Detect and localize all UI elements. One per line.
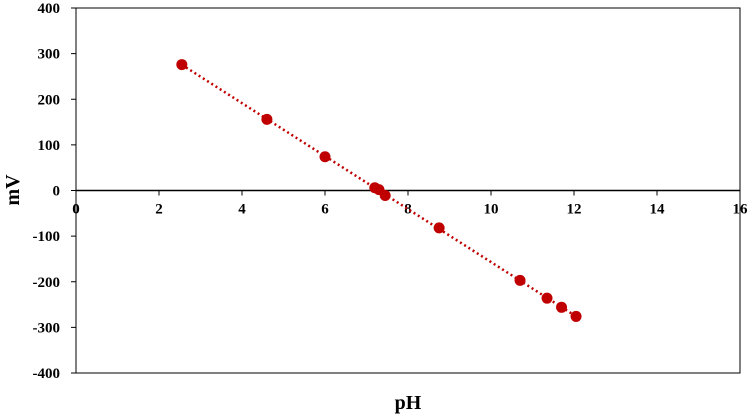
x-tick-label: 4 <box>238 202 246 218</box>
x-tick-label: 16 <box>733 202 749 218</box>
x-tick-label: 0 <box>72 202 80 218</box>
x-axis-ticks: 0 2 4 6 8 10 12 14 16 <box>72 190 749 218</box>
x-tick-label: 10 <box>484 202 499 218</box>
y-tick-label: -200 <box>33 275 61 291</box>
y-tick-label: -300 <box>33 320 61 336</box>
y-tick-label: 200 <box>38 92 61 108</box>
x-axis-title: pH <box>395 392 422 414</box>
x-tick-label: 6 <box>321 202 329 218</box>
data-point <box>556 301 568 313</box>
x-tick-label: 8 <box>404 202 412 218</box>
data-point <box>570 310 582 322</box>
data-point <box>176 59 188 71</box>
x-tick-label: 14 <box>650 202 666 218</box>
y-tick-label: 100 <box>38 138 61 154</box>
data-point <box>379 190 391 202</box>
y-tick-label: -100 <box>33 229 61 245</box>
y-tick-label: 400 <box>38 1 61 17</box>
y-axis-ticks: 400 300 200 100 0 -100 -200 -300 -400 <box>33 1 76 382</box>
data-point <box>514 274 526 286</box>
y-tick-label: -400 <box>33 366 61 382</box>
data-point <box>541 292 553 304</box>
data-points <box>176 59 582 322</box>
x-tick-label: 12 <box>567 202 582 218</box>
data-point <box>433 222 445 234</box>
y-axis-title: mV <box>2 174 24 206</box>
y-tick-label: 0 <box>53 184 61 200</box>
data-point <box>319 151 331 163</box>
y-tick-label: 300 <box>38 47 61 63</box>
x-tick-label: 2 <box>155 202 163 218</box>
data-point <box>261 113 273 125</box>
